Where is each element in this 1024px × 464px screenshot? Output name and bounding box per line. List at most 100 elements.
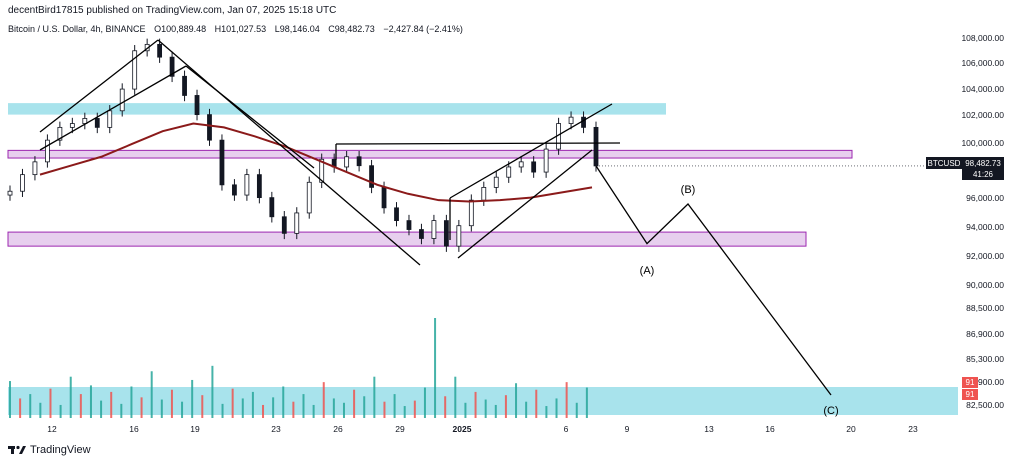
candle (506, 161, 512, 183)
footer: TradingView (8, 444, 91, 456)
symbol-name[interactable]: Bitcoin / U.S. Dollar, 4h, BINANCE (8, 24, 146, 34)
volume-bar (484, 399, 487, 418)
volume-bar (353, 389, 356, 418)
current-price-tag: BTCUSD 98,482.73 41:26 (926, 157, 1004, 180)
candle-body (45, 139, 50, 163)
candle (306, 176, 312, 219)
candle-body (306, 181, 312, 214)
volume-bar (49, 388, 52, 418)
volume-layer (9, 318, 588, 418)
drawings-layer (39, 39, 962, 396)
candle-body (344, 156, 350, 168)
y-tick-label: 102,000.00 (961, 110, 1004, 120)
candle (344, 151, 350, 173)
neckline (335, 142, 621, 145)
candle (45, 134, 50, 168)
volume-bar (474, 391, 477, 418)
volume-bar (59, 404, 62, 418)
volume-bar (454, 376, 457, 418)
candle (20, 168, 25, 197)
x-tick-label: 23 (908, 424, 918, 434)
y-tick-label: 90,000.00 (966, 280, 1004, 290)
volume-bar (535, 389, 538, 418)
candle-body (157, 43, 163, 58)
candle (194, 89, 200, 121)
candle-body (506, 166, 512, 178)
candle-body (132, 50, 138, 90)
candle (443, 214, 449, 252)
volume-bar (140, 397, 143, 418)
volume-bar (423, 387, 426, 418)
volume-bar (565, 382, 568, 418)
y-tick-label: 100,000.00 (961, 138, 1004, 148)
candle-body (20, 174, 25, 192)
volume-tags: 91 91 (962, 377, 978, 400)
volume-bar (545, 406, 548, 418)
volume-bar (525, 401, 528, 418)
candle-body (94, 118, 100, 128)
y-tick-label: 104,000.00 (961, 84, 1004, 94)
volume-bar (272, 397, 275, 418)
candle-body (581, 116, 586, 128)
candle-body (406, 220, 412, 230)
candle-body (394, 207, 399, 221)
volume-bar (393, 394, 396, 418)
candle-body (369, 165, 374, 188)
volume-bar (332, 398, 335, 418)
zone-resistance (8, 103, 666, 115)
zones-layer (7, 103, 958, 415)
candle (157, 38, 163, 63)
volume-bar (221, 403, 224, 418)
candle (256, 168, 262, 204)
volume-bar (79, 394, 82, 418)
volume-bar (181, 401, 184, 418)
volume-bar (575, 402, 578, 418)
volume-bar (342, 402, 345, 418)
candle (493, 171, 499, 194)
candle-body (269, 197, 275, 218)
candle (32, 156, 38, 181)
candle (431, 214, 437, 245)
candle (281, 211, 287, 240)
candle-body (493, 176, 499, 188)
candle-body (319, 158, 325, 183)
x-tick-label: 16 (765, 424, 775, 434)
x-tick-label: 6 (564, 424, 569, 434)
y-tick-label: 86,900.00 (966, 329, 1004, 339)
volume-bar (282, 386, 285, 418)
candle (406, 214, 412, 236)
y-tick-label: 96,000.00 (966, 193, 1004, 203)
candle (468, 194, 474, 232)
x-tick-label: 13 (704, 424, 714, 434)
volume-bar (19, 398, 22, 418)
candle (568, 111, 574, 130)
channel-1-lower (39, 65, 187, 151)
candle-body (119, 88, 125, 112)
candle (531, 156, 537, 178)
volume-bar (555, 398, 558, 418)
volume-tag-1: 91 (966, 378, 975, 387)
symbol-legend: Bitcoin / U.S. Dollar, 4h, BINANCE O100,… (8, 24, 469, 34)
footer-brand[interactable]: TradingView (30, 444, 91, 456)
y-tick-label: 88,500.00 (966, 303, 1004, 313)
volume-bar (170, 389, 173, 418)
moving-average-line (39, 122, 593, 203)
candle (419, 223, 424, 245)
volume-bar (434, 318, 437, 418)
candle (593, 121, 599, 172)
price-tag-countdown: 41:26 (973, 170, 994, 179)
x-tick-label: 2025 (453, 424, 472, 434)
volume-bar (312, 404, 315, 418)
wave-label-c: (C) (823, 405, 838, 417)
candle-body (518, 161, 524, 168)
candle-body (244, 174, 250, 196)
volume-bar (373, 376, 376, 418)
volume-bar (211, 365, 214, 418)
candle-body (543, 148, 549, 173)
x-tick-label: 23 (271, 424, 281, 434)
candle-body (194, 95, 200, 116)
candle-body (431, 220, 437, 239)
candle (481, 181, 487, 206)
candle (7, 185, 13, 201)
